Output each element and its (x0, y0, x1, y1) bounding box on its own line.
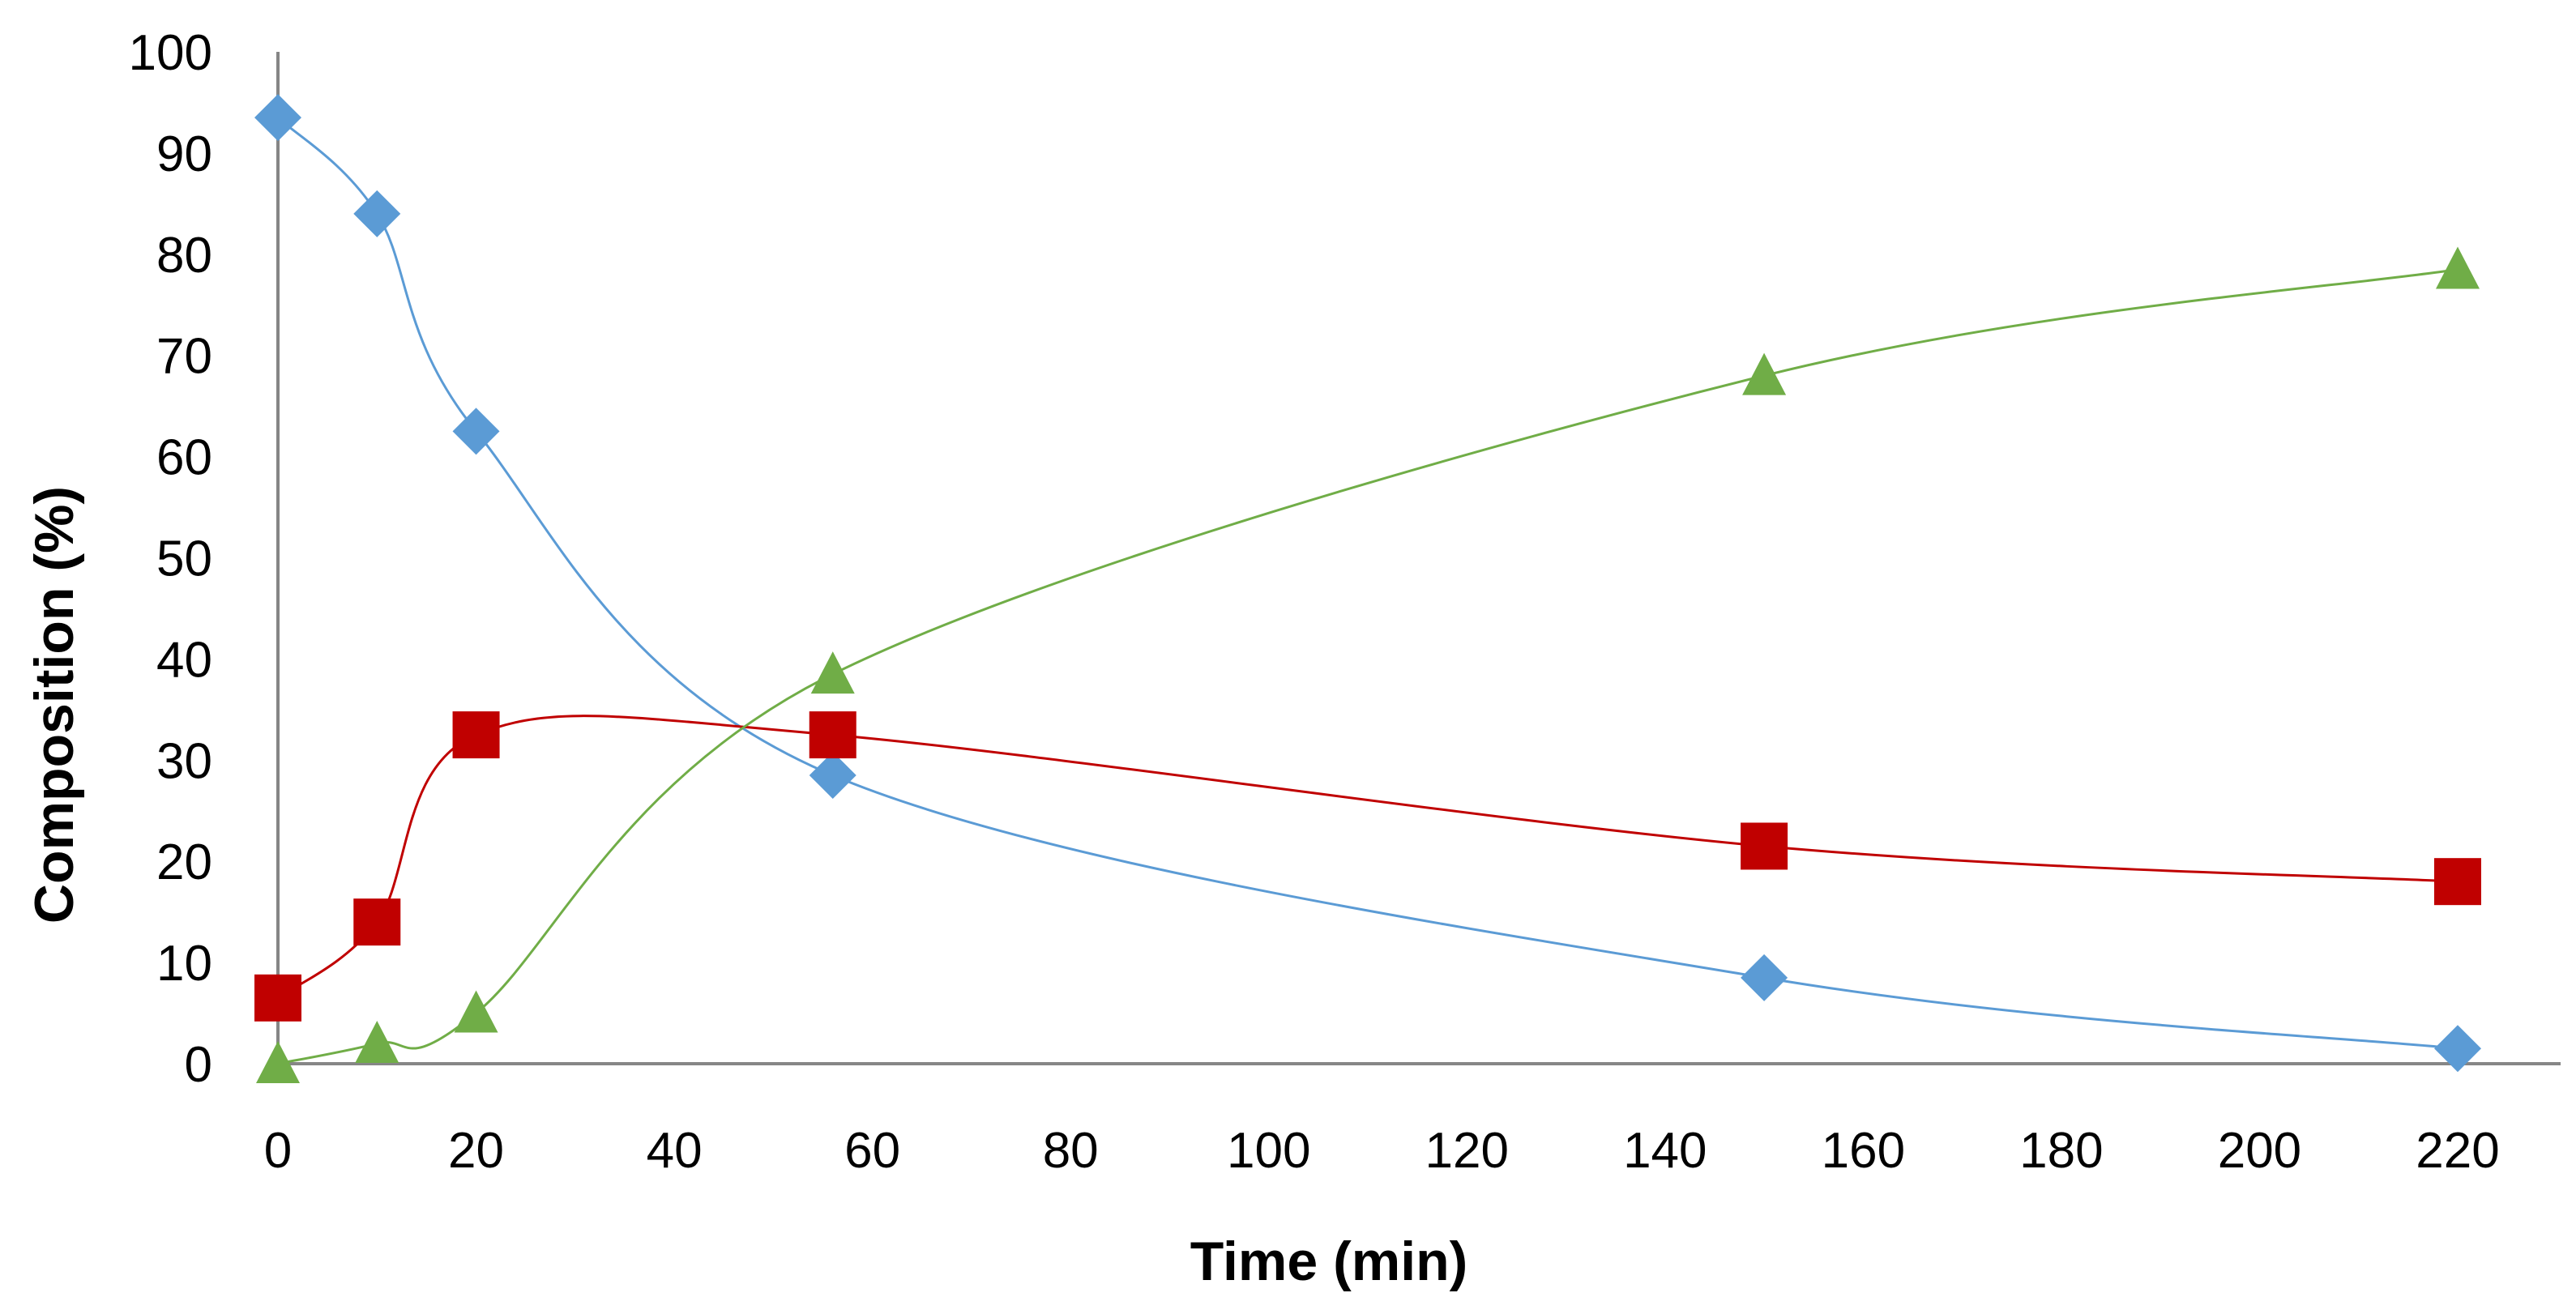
y-tick-labels: 0 10 20 30 40 50 60 70 80 90 100 (129, 25, 212, 1093)
series-2-point (1741, 822, 1788, 870)
series-1-line (276, 117, 2459, 1050)
y-tick-label: 80 (156, 228, 212, 284)
x-tick-label: 120 (1425, 1123, 1509, 1179)
x-tick-label: 60 (844, 1123, 900, 1179)
x-tick-label: 220 (2416, 1123, 2499, 1179)
x-tick-label: 100 (1227, 1123, 1310, 1179)
axes (276, 52, 2561, 1065)
series-lines (276, 117, 2459, 1065)
series-2-line (277, 715, 2459, 1000)
x-tick-label: 200 (2218, 1123, 2301, 1179)
x-tick-label: 0 (264, 1123, 292, 1179)
series-3-point (810, 651, 855, 694)
y-tick-label: 0 (185, 1037, 212, 1093)
y-tick-label: 60 (156, 430, 212, 486)
series-1-point (1741, 954, 1788, 1001)
series-1-point (809, 752, 857, 800)
series-3-point (256, 1041, 300, 1083)
series-3-line (277, 268, 2459, 1065)
x-tick-labels: 0 20 40 60 80 100 120 140 160 180 200 220 (264, 1123, 2500, 1179)
y-tick-label: 10 (156, 936, 212, 992)
series-markers (254, 94, 2481, 1083)
x-tick-label: 140 (1623, 1123, 1707, 1179)
y-tick-label: 30 (156, 733, 212, 789)
series-1-point (452, 408, 500, 455)
y-tick-label: 20 (156, 834, 212, 890)
series-2-point (809, 711, 857, 759)
y-axis-title: Composition (%) (23, 486, 85, 924)
series-1-point (353, 190, 401, 237)
x-axis-title: Time (min) (1190, 1231, 1468, 1292)
y-tick-label: 50 (156, 531, 212, 587)
series-3-point (454, 990, 498, 1033)
series-3-point (355, 1021, 399, 1064)
series-3-point (2436, 246, 2480, 289)
series-1-point (2434, 1025, 2481, 1073)
x-tick-label: 20 (448, 1123, 504, 1179)
series-1-point (254, 94, 301, 142)
series-3-point (1742, 352, 1787, 395)
series-2-point (452, 711, 500, 759)
series-2-point (2434, 858, 2481, 906)
x-tick-label: 80 (1043, 1123, 1099, 1179)
series-2-point (353, 898, 401, 946)
series-2-point (254, 974, 301, 1022)
y-tick-label: 70 (156, 329, 212, 385)
y-tick-label: 90 (156, 126, 212, 182)
y-tick-label: 100 (129, 25, 212, 81)
x-tick-label: 40 (647, 1123, 703, 1179)
x-tick-label: 160 (1822, 1123, 1905, 1179)
x-tick-label: 180 (2019, 1123, 2103, 1179)
y-tick-label: 40 (156, 632, 212, 688)
